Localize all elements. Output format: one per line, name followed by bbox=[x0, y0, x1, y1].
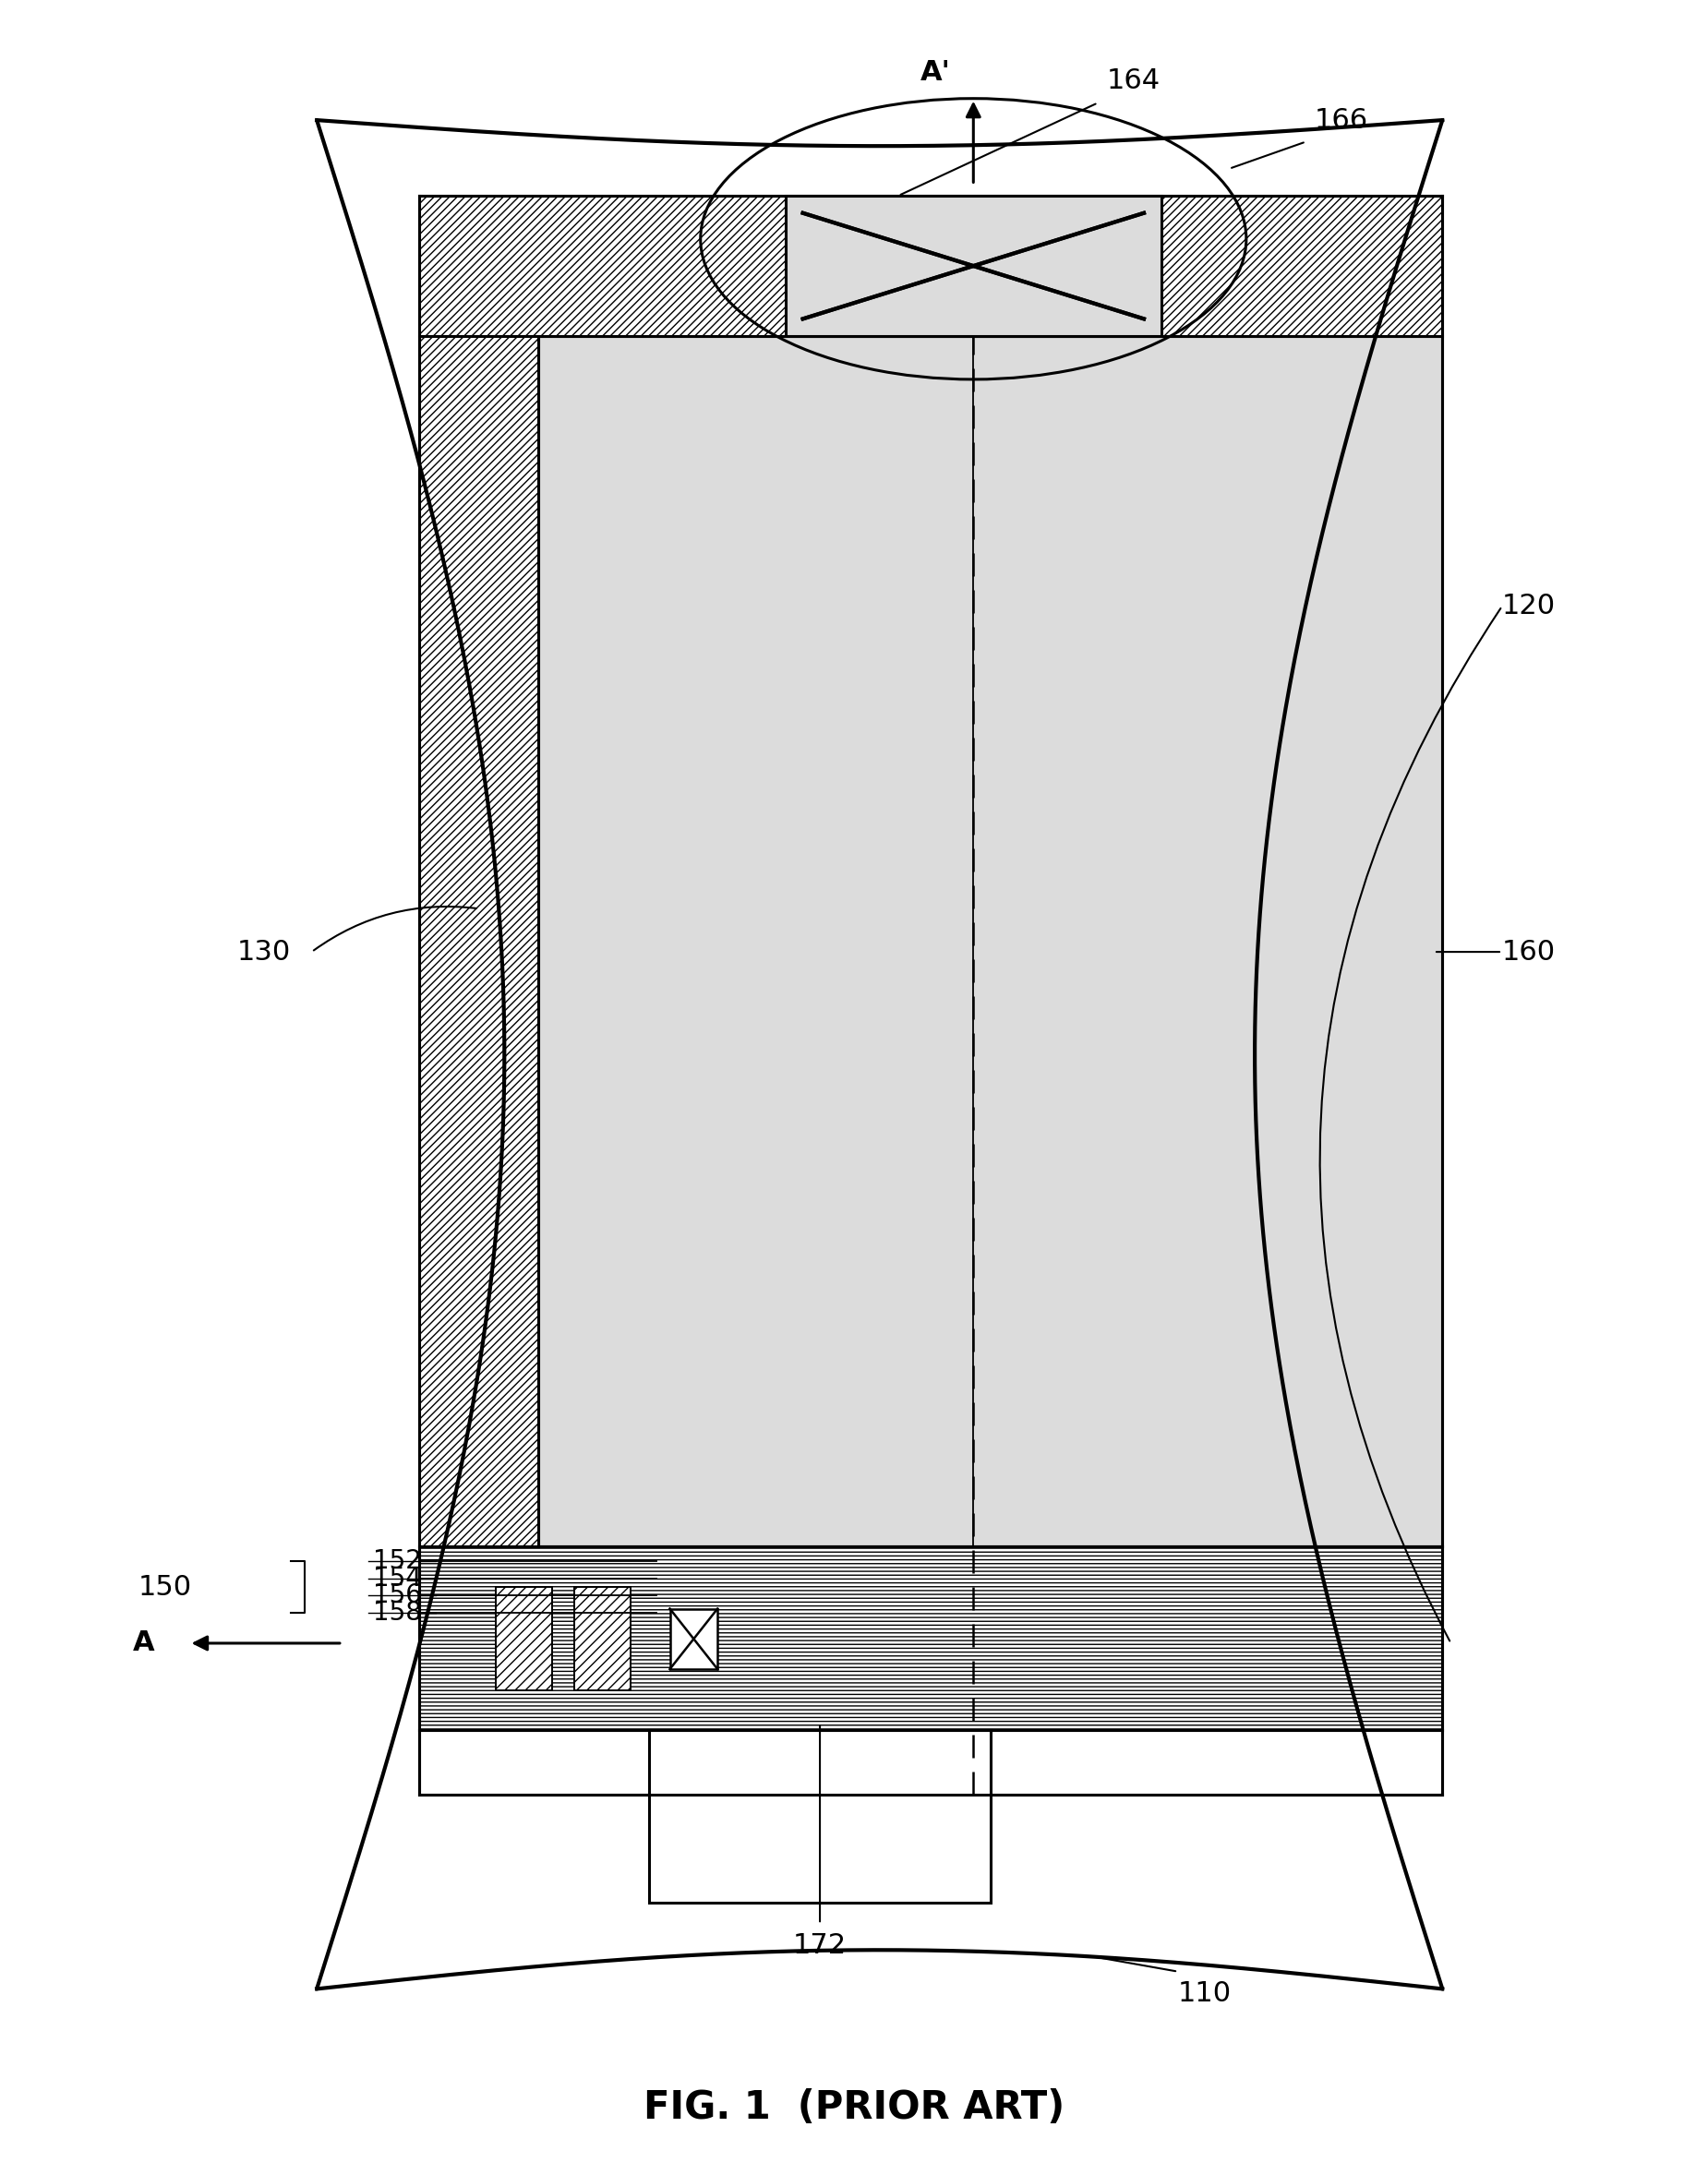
Bar bbox=[418, 195, 1442, 335]
Text: 152: 152 bbox=[372, 1549, 422, 1575]
Bar bbox=[786, 195, 1161, 335]
Text: 150: 150 bbox=[138, 1575, 193, 1601]
Bar bbox=[649, 1730, 991, 1903]
Text: 164: 164 bbox=[1107, 67, 1160, 95]
Bar bbox=[538, 335, 1442, 1547]
Text: 130: 130 bbox=[237, 939, 290, 965]
Bar bbox=[418, 335, 538, 1547]
Bar bbox=[670, 1609, 717, 1670]
Text: 158: 158 bbox=[372, 1601, 422, 1627]
Text: 156: 156 bbox=[372, 1583, 422, 1609]
Bar bbox=[538, 335, 1442, 1547]
Text: 110: 110 bbox=[1179, 1979, 1231, 2007]
Text: 160: 160 bbox=[1501, 939, 1556, 965]
Text: A': A' bbox=[921, 58, 951, 87]
Text: 172: 172 bbox=[793, 1932, 847, 1960]
Text: A: A bbox=[133, 1631, 155, 1657]
Bar bbox=[574, 1588, 630, 1691]
Bar bbox=[495, 1588, 552, 1691]
Bar bbox=[418, 1730, 1442, 1795]
Bar bbox=[418, 1547, 1442, 1730]
Text: 166: 166 bbox=[1315, 106, 1368, 134]
Bar bbox=[786, 195, 1161, 335]
Text: FIG. 1  (PRIOR ART): FIG. 1 (PRIOR ART) bbox=[644, 2087, 1064, 2126]
Text: 120: 120 bbox=[1501, 593, 1556, 619]
Text: 154: 154 bbox=[372, 1566, 422, 1592]
